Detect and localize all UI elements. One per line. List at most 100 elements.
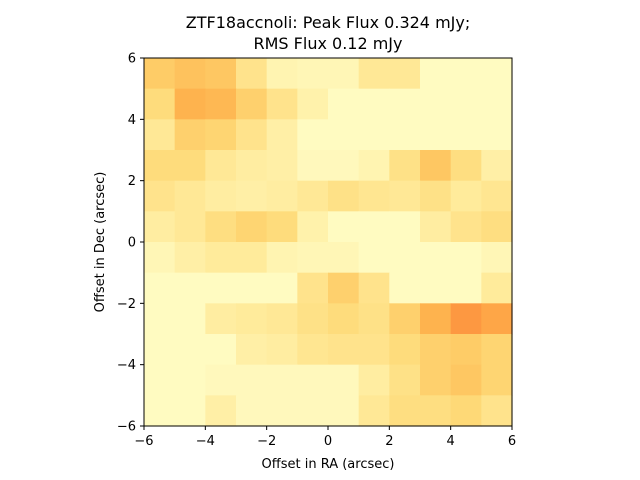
heatmap-cell — [420, 150, 452, 182]
heatmap-cell — [144, 119, 176, 151]
heatmap-cell — [297, 303, 329, 335]
heatmap-cell — [481, 395, 513, 427]
heatmap-cell — [174, 272, 206, 304]
heatmap-cell — [450, 242, 482, 274]
heatmap-cell — [389, 180, 421, 212]
y-axis-label: Offset in Dec (arcsec) — [93, 172, 108, 313]
heatmap-cell — [174, 88, 206, 120]
heatmap-cell — [236, 88, 268, 120]
heatmap-cell — [205, 303, 237, 335]
heatmap-cell — [389, 303, 421, 335]
heatmap-cell — [481, 58, 513, 90]
heatmap-cell — [389, 58, 421, 90]
y-tick-label: 6 — [128, 52, 136, 67]
heatmap-cell — [297, 88, 329, 120]
x-tick-label: −4 — [196, 434, 215, 449]
heatmap-cell — [297, 211, 329, 243]
x-axis-label: Offset in RA (arcsec) — [262, 457, 395, 472]
y-tick-label: 2 — [128, 174, 136, 189]
heatmap-cell — [450, 303, 482, 335]
heatmap-cell — [266, 395, 298, 427]
heatmap-cell — [389, 364, 421, 396]
heatmap-cell — [481, 88, 513, 120]
heatmap-cell — [328, 180, 360, 212]
heatmap-cell — [297, 58, 329, 90]
y-tick-label: 0 — [128, 236, 136, 251]
chart-title-line2: RMS Flux 0.12 mJy — [254, 34, 403, 53]
heatmap-cell — [450, 180, 482, 212]
heatmap-cell — [266, 364, 298, 396]
heatmap-cell — [481, 272, 513, 304]
heatmap-cell — [205, 150, 237, 182]
x-tick-label: −2 — [257, 434, 276, 449]
heatmap-cell — [420, 119, 452, 151]
heatmap-cell — [450, 150, 482, 182]
heatmap-cell — [481, 334, 513, 366]
heatmap-cell — [144, 180, 176, 212]
heatmap-cell — [236, 242, 268, 274]
heatmap-cell — [205, 119, 237, 151]
heatmap-cell — [389, 211, 421, 243]
heatmap-cell — [144, 242, 176, 274]
heatmap-cell — [389, 150, 421, 182]
y-tick-label: −4 — [117, 358, 136, 373]
heatmap-cell — [144, 303, 176, 335]
heatmap-cell — [328, 242, 360, 274]
heatmap-cell — [450, 395, 482, 427]
heatmap-cell — [389, 242, 421, 274]
heatmap-cell — [266, 303, 298, 335]
heatmap-cell — [236, 334, 268, 366]
heatmap-cell — [389, 88, 421, 120]
heatmap-cell — [236, 303, 268, 335]
heatmap-cell — [205, 58, 237, 90]
heatmap-cell — [420, 364, 452, 396]
heatmap-cell — [297, 242, 329, 274]
heatmap-cell — [450, 119, 482, 151]
y-axis-ticks: −6 −4 −2 0 2 4 6 — [117, 52, 144, 435]
heatmap-cell — [358, 150, 390, 182]
heatmap-cell — [420, 272, 452, 304]
heatmap-cell — [266, 180, 298, 212]
heatmap-cell — [144, 211, 176, 243]
heatmap-cell — [450, 58, 482, 90]
heatmap-cell — [205, 364, 237, 396]
heatmap-cell — [266, 272, 298, 304]
heatmap-cell — [358, 58, 390, 90]
heatmap-cell — [174, 334, 206, 366]
heatmap-cell — [144, 150, 176, 182]
heatmap-cell — [481, 303, 513, 335]
x-tick-label: 4 — [447, 434, 455, 449]
heatmap-cell — [481, 150, 513, 182]
heatmap-cell — [420, 395, 452, 427]
heatmap-cell — [328, 303, 360, 335]
heatmap-cell — [174, 211, 206, 243]
heatmap-cell — [297, 364, 329, 396]
heatmap-cell — [297, 272, 329, 304]
y-tick-label: 4 — [128, 113, 136, 128]
heatmap-cell — [328, 58, 360, 90]
heatmap-cell — [174, 364, 206, 396]
heatmap-cell — [205, 395, 237, 427]
x-tick-label: 0 — [324, 434, 332, 449]
heatmap-cell — [420, 180, 452, 212]
x-axis-ticks: −6 −4 −2 0 2 4 6 — [134, 426, 516, 449]
heatmap-cell — [266, 58, 298, 90]
heatmap-cell — [358, 88, 390, 120]
heatmap-cell — [450, 334, 482, 366]
x-tick-label: −6 — [134, 434, 153, 449]
heatmap-cell — [144, 395, 176, 427]
heatmap-cell — [450, 211, 482, 243]
heatmap-cell — [205, 211, 237, 243]
heatmap-cell — [389, 395, 421, 427]
heatmap-cell — [450, 272, 482, 304]
heatmap-cell — [174, 242, 206, 274]
y-tick-label: −6 — [117, 420, 136, 435]
heatmap-cell — [481, 119, 513, 151]
heatmap-cell — [328, 119, 360, 151]
heatmap-cells — [144, 58, 513, 427]
heatmap-cell — [389, 119, 421, 151]
heatmap-cell — [420, 303, 452, 335]
heatmap-cell — [174, 119, 206, 151]
heatmap-cell — [481, 364, 513, 396]
heatmap-cell — [481, 242, 513, 274]
